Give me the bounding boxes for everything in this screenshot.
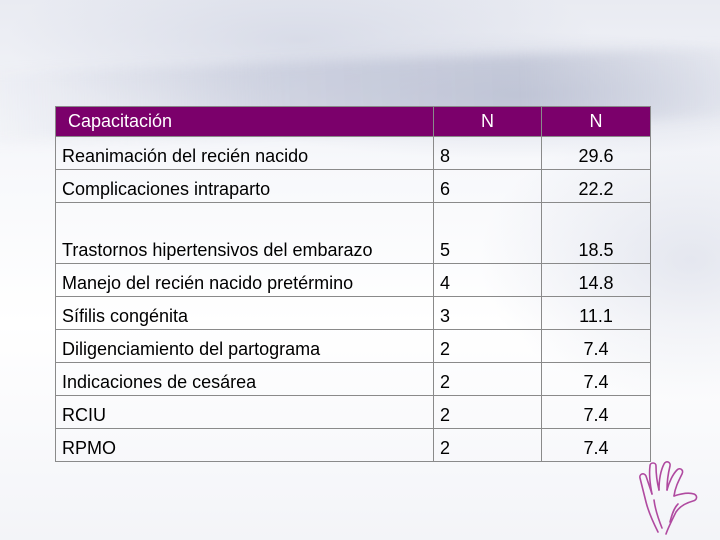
- row-value: 7.4: [541, 395, 651, 429]
- table-row: Reanimación del recién nacido 8 29.6: [55, 136, 651, 170]
- row-label: Indicaciones de cesárea: [55, 362, 434, 396]
- row-n: 2: [433, 329, 542, 363]
- header-n-second: N: [541, 106, 651, 137]
- header-n: N: [433, 106, 542, 137]
- row-n: 6: [433, 169, 542, 203]
- table-header-row: Capacitación N N: [55, 106, 651, 137]
- row-value: 7.4: [541, 329, 651, 363]
- row-value: 11.1: [541, 296, 651, 330]
- header-capacitacion: Capacitación: [55, 106, 434, 137]
- row-n: 3: [433, 296, 542, 330]
- table-row: Sífilis congénita 3 11.1: [55, 296, 651, 330]
- row-value: 7.4: [541, 362, 651, 396]
- row-n: 4: [433, 263, 542, 297]
- row-n: 2: [433, 428, 542, 462]
- training-table: Capacitación N N Reanimación del recién …: [55, 106, 651, 462]
- row-label: Trastornos hipertensivos del embarazo: [55, 202, 434, 264]
- row-label: RPMO: [55, 428, 434, 462]
- row-label: Complicaciones intraparto: [55, 169, 434, 203]
- row-n: 2: [433, 362, 542, 396]
- row-value: 29.6: [541, 136, 651, 170]
- row-n: 5: [433, 202, 542, 264]
- row-label: RCIU: [55, 395, 434, 429]
- row-value: 18.5: [541, 202, 651, 264]
- table-row: RPMO 2 7.4: [55, 428, 651, 462]
- table-row: Manejo del recién nacido pretérmino 4 14…: [55, 263, 651, 297]
- row-value: 14.8: [541, 263, 651, 297]
- row-value: 7.4: [541, 428, 651, 462]
- row-value: 22.2: [541, 169, 651, 203]
- row-label: Diligenciamiento del partograma: [55, 329, 434, 363]
- table-row: Diligenciamiento del partograma 2 7.4: [55, 329, 651, 363]
- table-row: Trastornos hipertensivos del embarazo 5 …: [55, 202, 651, 264]
- hand-outline-icon: [639, 461, 698, 535]
- row-label: Sífilis congénita: [55, 296, 434, 330]
- row-n: 8: [433, 136, 542, 170]
- row-n: 2: [433, 395, 542, 429]
- row-label: Manejo del recién nacido pretérmino: [55, 263, 434, 297]
- table-row: Indicaciones de cesárea 2 7.4: [55, 362, 651, 396]
- table-row: Complicaciones intraparto 6 22.2: [55, 169, 651, 203]
- table-row: RCIU 2 7.4: [55, 395, 651, 429]
- row-label: Reanimación del recién nacido: [55, 136, 434, 170]
